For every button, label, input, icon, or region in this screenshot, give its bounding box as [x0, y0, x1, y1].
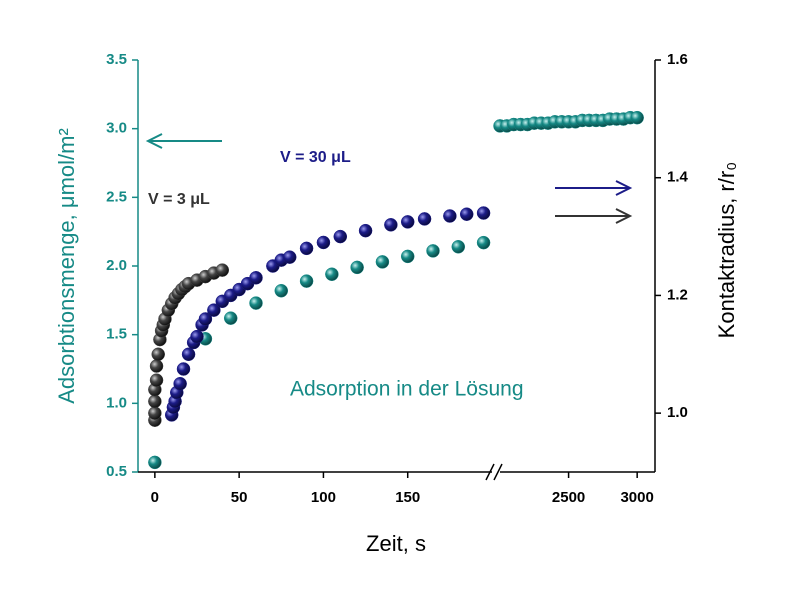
- arrow: [145, 133, 222, 149]
- point: [249, 271, 263, 285]
- point: [451, 240, 466, 254]
- y-axis-title: Adsorbtionsmenge, μmol/m²: [54, 128, 79, 404]
- point: [400, 215, 415, 229]
- y2-tick-label: 1.4: [667, 169, 689, 186]
- y-tick-label: 2.5: [106, 188, 127, 205]
- arrow: [555, 208, 633, 224]
- annotation: V = 30 μL: [280, 149, 351, 166]
- x-axis-title: Zeit, s: [366, 531, 426, 556]
- y-tick-label: 2.0: [106, 257, 127, 274]
- point: [375, 255, 390, 269]
- x-tick-label: 0: [151, 489, 159, 506]
- x-tick-label: 50: [231, 489, 248, 506]
- point: [223, 311, 238, 325]
- point: [316, 235, 331, 250]
- point: [190, 329, 204, 344]
- point: [299, 274, 314, 288]
- y-tick-label: 3.5: [106, 51, 127, 68]
- annotation: Adsorption in der Lösung: [290, 378, 524, 401]
- point: [476, 206, 491, 220]
- y2-tick-label: 1.0: [667, 404, 688, 421]
- point: [176, 362, 191, 376]
- point: [299, 241, 314, 256]
- point: [426, 244, 440, 258]
- point: [151, 347, 165, 362]
- point: [282, 250, 297, 264]
- point: [207, 303, 221, 317]
- point: [476, 235, 491, 250]
- y2-tick-label: 1.2: [667, 286, 688, 303]
- axis-break: [493, 463, 503, 481]
- x-tick-label: 150: [395, 489, 420, 506]
- annotation: V = 3 μL: [148, 191, 210, 208]
- x-tick-label: 2500: [552, 489, 585, 506]
- point: [459, 207, 474, 221]
- point: [350, 260, 364, 275]
- axis-break: [485, 463, 495, 481]
- point: [443, 209, 457, 223]
- y2-axis-title: Kontaktradius, r/r₀: [714, 162, 739, 339]
- point: [630, 110, 644, 125]
- point: [325, 267, 339, 281]
- x-tick-label: 3000: [620, 489, 653, 506]
- point: [149, 373, 164, 387]
- y-tick-label: 1.5: [106, 326, 127, 343]
- y-tick-label: 0.5: [106, 463, 127, 480]
- point: [249, 296, 263, 310]
- point: [181, 347, 196, 362]
- point: [384, 218, 398, 232]
- arrow: [555, 180, 633, 196]
- point: [148, 455, 162, 470]
- y-tick-label: 3.0: [106, 120, 127, 137]
- point: [198, 312, 213, 326]
- point: [148, 406, 162, 420]
- point: [149, 359, 164, 373]
- x-tick-label: 100: [311, 489, 336, 506]
- point: [148, 394, 162, 409]
- point: [173, 376, 187, 391]
- point: [215, 263, 230, 277]
- point: [400, 249, 415, 264]
- point: [417, 212, 432, 226]
- point: [274, 283, 289, 298]
- point: [333, 229, 348, 244]
- y-tick-label: 1.0: [106, 394, 127, 411]
- point: [358, 223, 373, 238]
- y2-tick-label: 1.6: [667, 51, 688, 68]
